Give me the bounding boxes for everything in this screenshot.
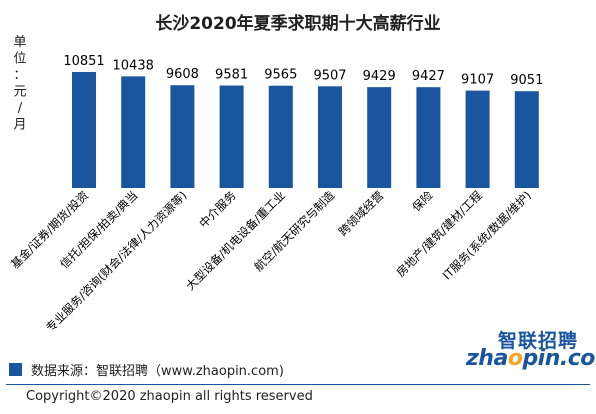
unit-label-char: 元 <box>13 85 26 100</box>
logo-english-text: zhaopin.com <box>466 346 596 371</box>
bar <box>514 91 539 188</box>
bar <box>465 90 490 188</box>
legend-swatch <box>9 363 22 376</box>
bar-chart: 长沙2020年夏季求职期十大高薪行业 单位： 元/ 月 10851 10438 9608… <box>8 13 543 335</box>
unit-label-char: 单 <box>13 35 26 50</box>
bar <box>121 76 146 188</box>
value-label: 9507 <box>313 68 346 83</box>
x-tick-label: 房地产/建筑/建材/工程 <box>393 188 485 280</box>
bar <box>367 87 392 188</box>
bars-group <box>72 71 539 188</box>
value-label: 9429 <box>363 69 396 84</box>
value-label: 9051 <box>510 73 543 88</box>
logo-en-part: zha <box>466 346 508 371</box>
value-label: 10851 <box>63 54 104 69</box>
bar <box>170 85 195 188</box>
x-tick-label: 跨领域经营 <box>336 188 387 239</box>
unit-label: 单位： 元/ 月 <box>13 35 26 133</box>
logo-en-dot: o <box>507 346 523 371</box>
value-label: 9608 <box>166 67 199 82</box>
unit-label-char: ： <box>13 68 26 83</box>
logo-en-part: pin.com <box>522 346 596 371</box>
value-labels-group: 10851 10438 9608 9581 9565 9507 9429 9427 9107 90… <box>63 54 543 88</box>
data-source-text: 数据来源：智联招聘（www.zhaopin.com) <box>31 364 284 379</box>
copyright-text: Copyright©2020 zhaopin all rights reserv… <box>26 389 313 404</box>
value-label: 9565 <box>264 68 297 83</box>
bar <box>219 85 244 188</box>
bar <box>72 71 96 188</box>
value-label: 9427 <box>412 69 445 84</box>
footer-divider <box>6 384 590 385</box>
unit-label-char: 月 <box>13 118 26 133</box>
x-tick-label: IT服务(系统/数据/维护) <box>440 188 534 282</box>
zhaopin-logo: 智联招聘 zhaopin.com <box>462 326 596 376</box>
value-label: 9107 <box>461 73 494 88</box>
unit-label-char: 位 <box>13 52 26 67</box>
unit-label-char: / <box>18 101 23 116</box>
x-tick-labels-group: 基金/证券/期货/投资信托/担保/拍卖/典当专业服务/咨询(财会/法律/人力资源… <box>8 188 534 335</box>
chart-title: 长沙2020年夏季求职期十大高薪行业 <box>155 13 440 34</box>
value-label: 10438 <box>113 58 154 73</box>
bar <box>268 85 293 188</box>
x-tick-label: 保险 <box>409 188 436 215</box>
x-tick-label: 中介服务 <box>196 188 239 231</box>
x-tick-label: 大型设备/机电设备/重工业 <box>183 188 288 293</box>
bar <box>416 87 441 188</box>
logo-chinese-text: 智联招聘 <box>497 330 578 352</box>
bar <box>318 86 342 188</box>
value-label: 9581 <box>215 68 248 83</box>
